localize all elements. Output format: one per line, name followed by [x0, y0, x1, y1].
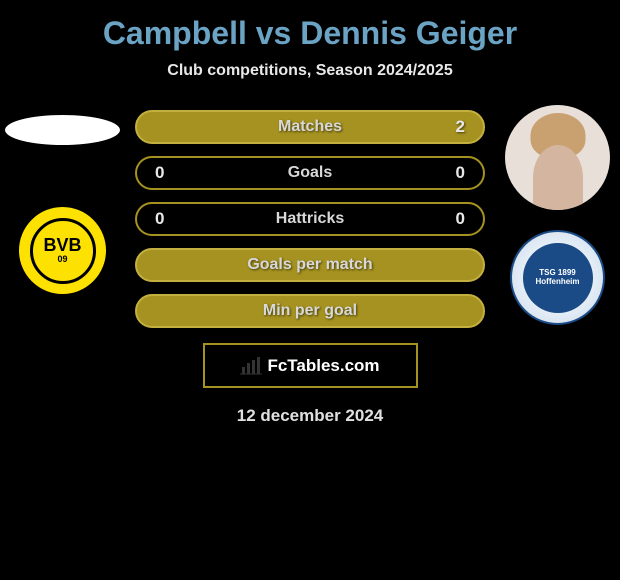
stat-label: Matches [278, 118, 342, 136]
bvb-text: BVB [43, 237, 81, 253]
tsg-text-line2: Hoffenheim [536, 278, 580, 287]
stat-right-value: 0 [456, 163, 465, 183]
player2-photo [505, 105, 610, 210]
stat-row-goals-per-match: Goals per match [135, 248, 485, 282]
stat-left-value: 0 [155, 163, 164, 183]
branding-box: FcTables.com [203, 343, 418, 388]
stat-rows: Matches 2 0 Goals 0 0 Hattricks 0 Goals … [135, 110, 485, 328]
branding-text: FcTables.com [267, 356, 379, 376]
bvb-badge-content: BVB 09 [43, 237, 81, 263]
date-text: 12 december 2024 [237, 406, 384, 426]
page-title: Campbell vs Dennis Geiger [103, 15, 517, 52]
player2-club-badge: TSG 1899 Hoffenheim [510, 230, 605, 325]
bvb-year: 09 [57, 254, 67, 264]
subtitle: Club competitions, Season 2024/2025 [167, 62, 452, 80]
stat-label: Goals per match [247, 256, 372, 274]
stats-area: BVB 09 Matches 2 0 Goals 0 0 Hattricks 0 [0, 105, 620, 328]
stat-row-hattricks: 0 Hattricks 0 [135, 202, 485, 236]
player1-club-badge: BVB 09 [15, 203, 110, 298]
stat-right-value: 0 [456, 209, 465, 229]
stat-left-value: 0 [155, 209, 164, 229]
comparison-card: Campbell vs Dennis Geiger Club competiti… [0, 0, 620, 436]
stat-label: Goals [288, 164, 332, 182]
stat-row-matches: Matches 2 [135, 110, 485, 144]
stat-row-goals: 0 Goals 0 [135, 156, 485, 190]
stat-label: Hattricks [276, 210, 344, 228]
chart-icon [240, 357, 262, 375]
player2-column: TSG 1899 Hoffenheim [505, 105, 610, 325]
player1-column: BVB 09 [5, 105, 120, 298]
stat-row-min-per-goal: Min per goal [135, 294, 485, 328]
stat-right-value: 2 [456, 117, 465, 137]
tsg-badge-content: TSG 1899 Hoffenheim [523, 243, 593, 313]
player1-photo [5, 115, 120, 145]
stat-label: Min per goal [263, 302, 357, 320]
